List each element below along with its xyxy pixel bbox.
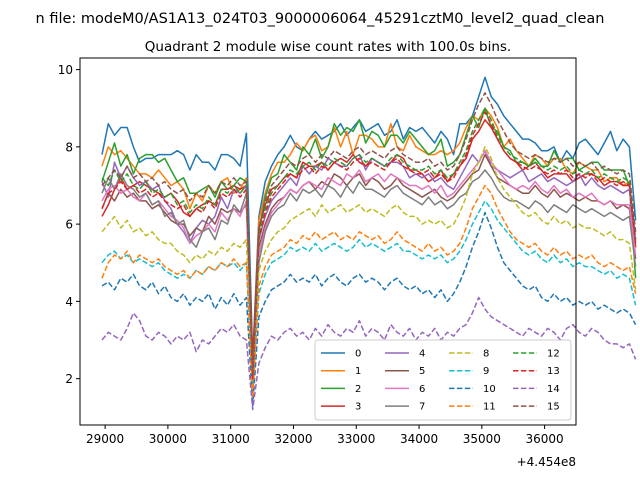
x-tick-label: 34000 <box>400 432 438 446</box>
legend-label-9: 9 <box>483 366 489 377</box>
legend-label-13: 13 <box>547 366 560 377</box>
series-line-12 <box>101 107 637 376</box>
series-line-11 <box>101 184 637 399</box>
x-tick-label: 33000 <box>337 432 375 446</box>
x-tick-label: 31000 <box>212 432 250 446</box>
legend-label-5: 5 <box>419 366 425 377</box>
legend-label-4: 4 <box>419 349 425 360</box>
x-tick-label: 29000 <box>86 432 124 446</box>
series-line-2 <box>101 107 637 380</box>
y-tick-label: 2 <box>65 372 73 386</box>
legend-box <box>314 339 572 421</box>
series-line-8 <box>101 146 637 395</box>
legend-label-6: 6 <box>419 384 425 395</box>
y-axis: 2 4 6 8 10 <box>58 63 80 386</box>
series-line-14 <box>101 296 637 411</box>
x-axis: 29000 30000 31000 32000 33000 34000 35000 36000 <box>86 425 564 446</box>
series-line-3 <box>101 119 637 361</box>
series-line-9 <box>101 200 637 388</box>
y-tick-label: 10 <box>58 63 73 77</box>
plot-area <box>79 57 637 426</box>
legend-label-14: 14 <box>547 384 560 395</box>
legend-label-3: 3 <box>355 402 361 413</box>
legend-label-11: 11 <box>483 402 496 413</box>
legend-label-7: 7 <box>419 402 425 413</box>
x-tick-label: 36000 <box>526 432 564 446</box>
legend-label-15: 15 <box>547 402 560 413</box>
x-offset-label: +4.454e8 <box>517 455 576 469</box>
series-line-6 <box>101 149 637 388</box>
y-tick-label: 6 <box>65 218 73 232</box>
y-tick-label: 4 <box>65 295 73 309</box>
legend-label-10: 10 <box>483 384 496 395</box>
x-tick-label: 35000 <box>463 432 501 446</box>
legend-label-0: 0 <box>355 349 361 360</box>
axes-frame <box>79 57 577 426</box>
series-line-7 <box>101 169 637 384</box>
legend-label-8: 8 <box>483 349 489 360</box>
series-line-13 <box>101 111 637 380</box>
y-tick-label: 8 <box>65 140 73 154</box>
x-tick-label: 32000 <box>274 432 312 446</box>
x-tick-label: 30000 <box>149 432 187 446</box>
legend-label-12: 12 <box>547 349 560 360</box>
legend-label-2: 2 <box>355 384 361 395</box>
legend-label-1: 1 <box>355 366 361 377</box>
series-layer <box>101 76 637 411</box>
figure-suptitle: n file: modeM0/AS1A13_024T03_9000006064_… <box>36 11 605 27</box>
series-line-5 <box>101 153 637 380</box>
series-line-15 <box>101 92 637 372</box>
series-line-10 <box>101 211 637 407</box>
chart-title: Quadrant 2 module wise count rates with … <box>145 39 511 55</box>
series-line-0 <box>101 76 637 361</box>
